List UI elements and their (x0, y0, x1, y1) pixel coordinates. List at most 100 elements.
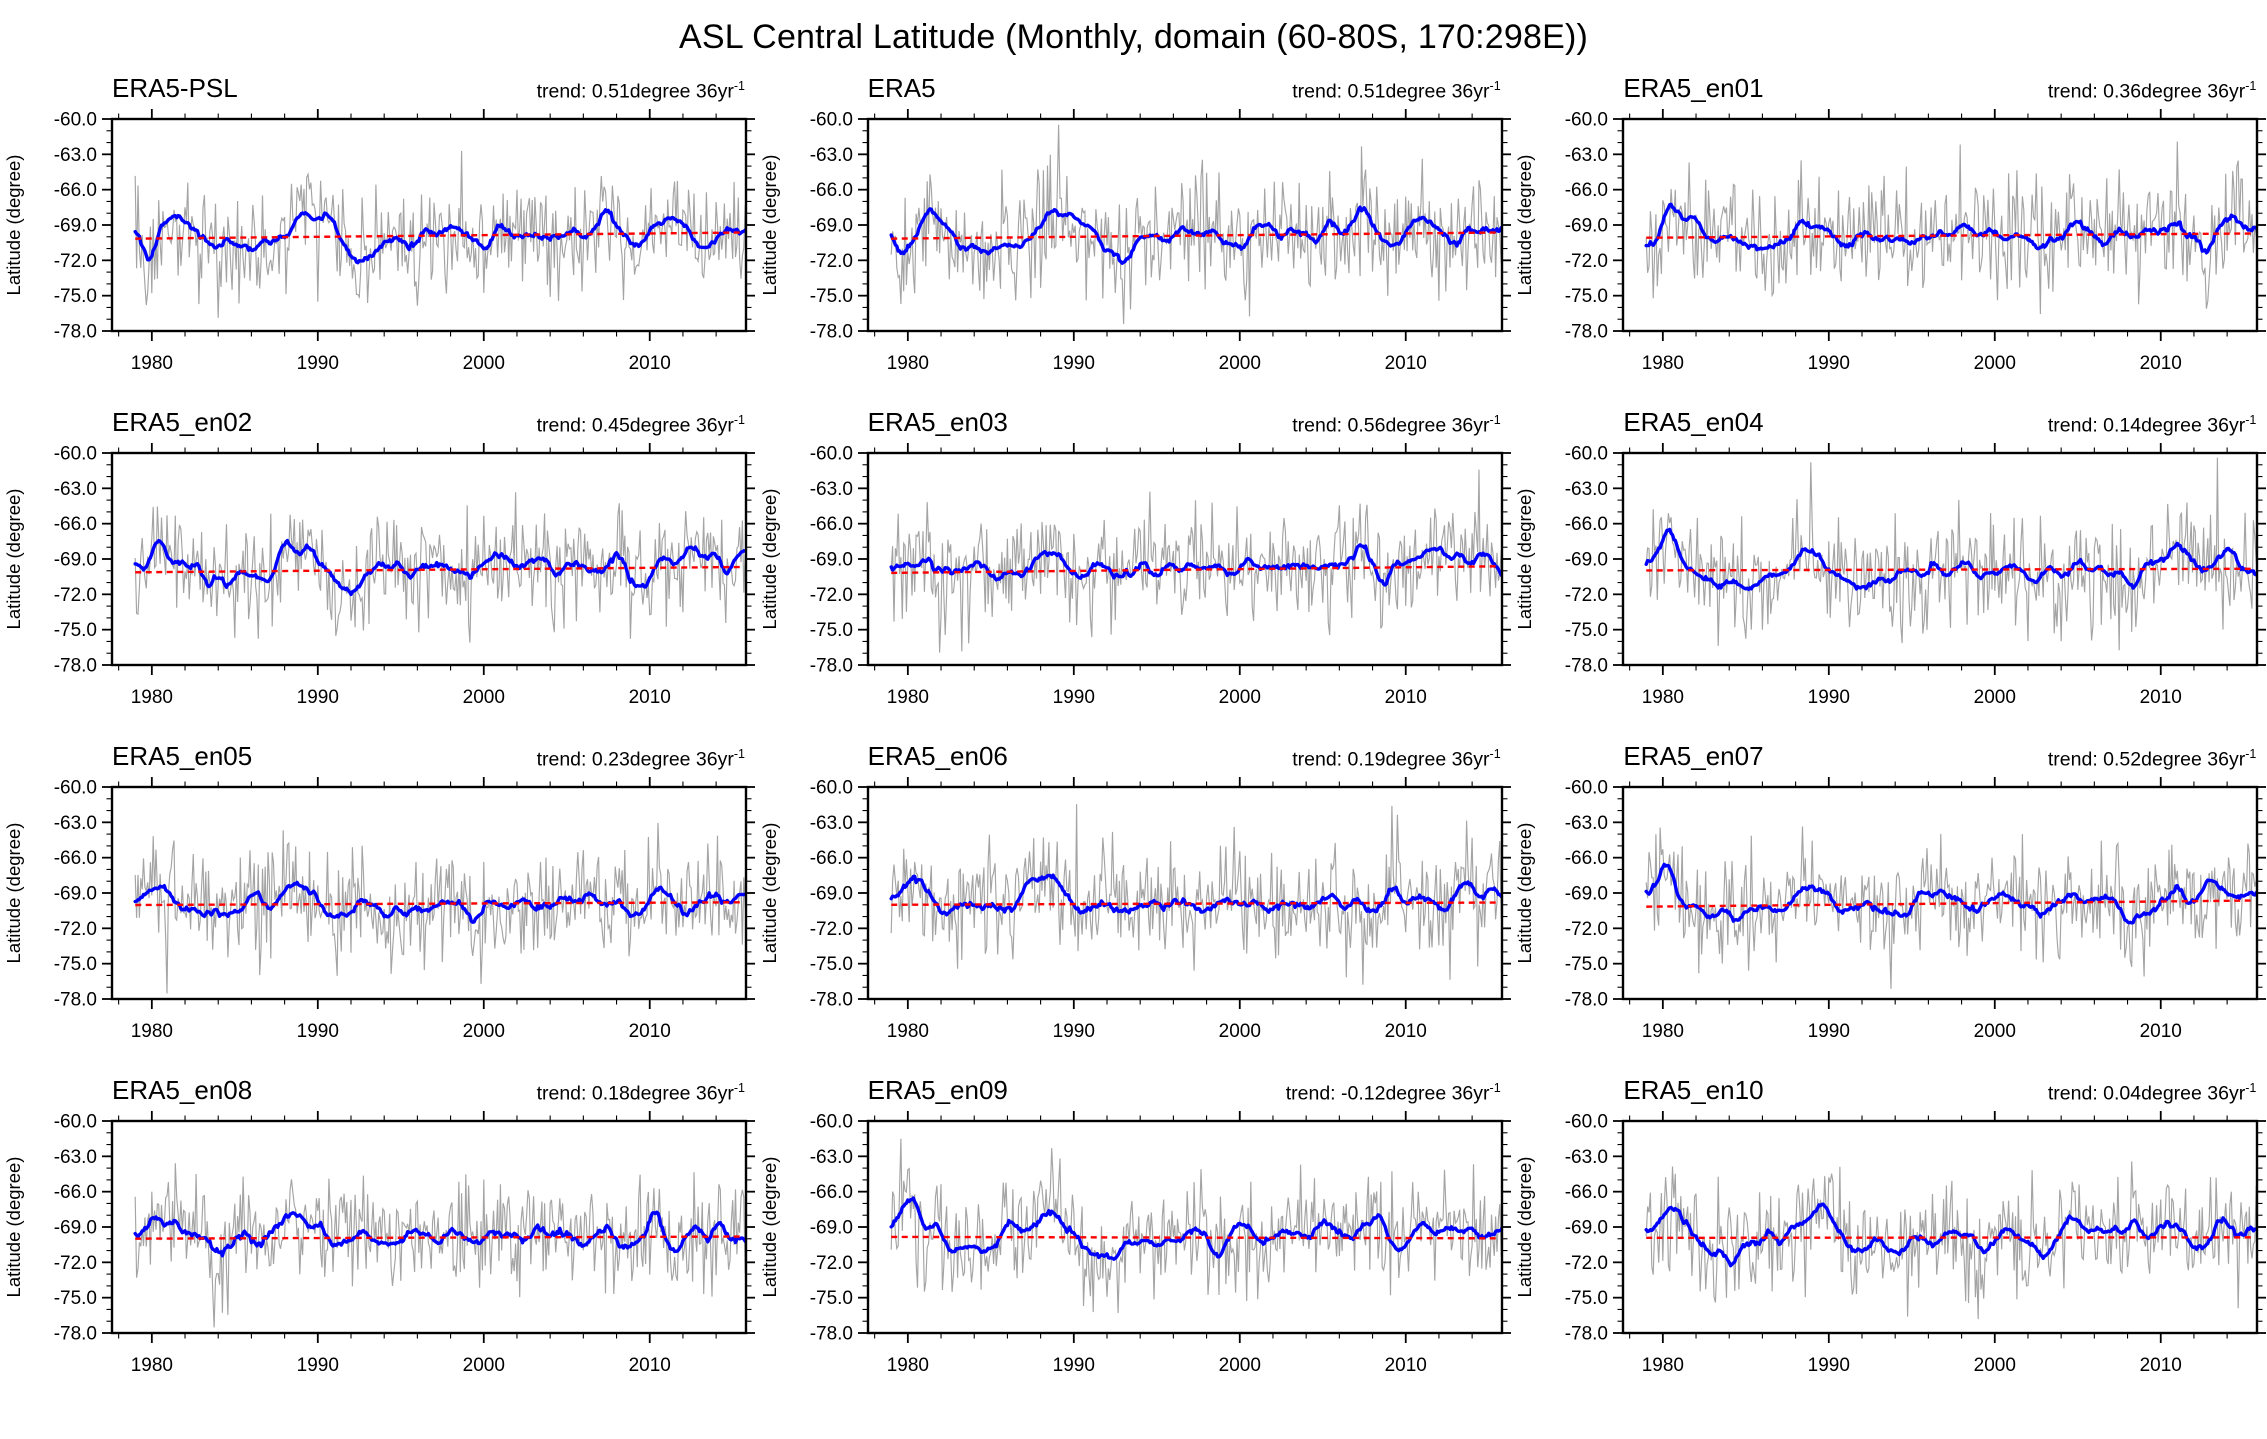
x-tick-label: 1990 (297, 1021, 339, 1042)
y-tick-label: -66.0 (1565, 180, 1608, 201)
x-tick-label: 1990 (1052, 1021, 1094, 1042)
y-tick-label: -72.0 (1565, 251, 1608, 272)
x-tick-label: 1990 (297, 687, 339, 708)
y-tick-label: -66.0 (809, 514, 852, 535)
panel-title: ERA5_en10 (1623, 1075, 1763, 1106)
x-tick-label: 1990 (1052, 353, 1094, 374)
x-tick-label: 1990 (1808, 1021, 1850, 1042)
x-tick-label: 2000 (463, 353, 505, 374)
chart-panel: ERA5_en02 trend: 0.45degree 36yr-1 -60.0… (0, 407, 755, 741)
y-tick-label: -63.0 (54, 813, 97, 834)
chart-panel: ERA5 trend: 0.51degree 36yr-1 -60.0-63.0… (756, 73, 1511, 407)
y-tick-label: -63.0 (1565, 1147, 1608, 1168)
panel-trend-label: trend: 0.18degree 36yr-1 (537, 1081, 745, 1106)
y-tick-label: -60.0 (54, 778, 97, 799)
x-tick-label: 2000 (1218, 353, 1260, 374)
y-tick-label: -69.0 (809, 216, 852, 237)
y-tick-label: -75.0 (809, 620, 852, 641)
y-tick-label: -66.0 (54, 180, 97, 201)
y-tick-label: -60.0 (1565, 778, 1608, 799)
y-tick-label: -78.0 (54, 990, 97, 1011)
y-tick-label: -66.0 (54, 1182, 97, 1203)
y-tick-label: -78.0 (809, 656, 852, 677)
x-tick-label: 1980 (1642, 687, 1684, 708)
x-tick-label: 2000 (1218, 1355, 1260, 1376)
y-tick-label: -60.0 (54, 110, 97, 131)
chart-panel: ERA5_en09 trend: -0.12degree 36yr-1 -60.… (756, 1075, 1511, 1409)
panel-trend-label: trend: 0.23degree 36yr-1 (537, 747, 745, 772)
y-tick-label: -63.0 (809, 145, 852, 166)
y-tick-label: -63.0 (1565, 479, 1608, 500)
y-tick-label: -69.0 (809, 1218, 852, 1239)
panel-trend-label: trend: 0.52degree 36yr-1 (2048, 747, 2256, 772)
monthly-line (135, 823, 748, 994)
y-axis-label: Latitude (degree) (759, 155, 780, 296)
y-tick-label: -60.0 (1565, 1112, 1608, 1133)
x-tick-label: 1980 (1642, 1355, 1684, 1376)
y-tick-label: -75.0 (54, 1288, 97, 1309)
x-tick-label: 2010 (2140, 1021, 2182, 1042)
y-tick-label: -78.0 (54, 1324, 97, 1345)
y-tick-label: -78.0 (809, 990, 852, 1011)
y-tick-label: -66.0 (809, 1182, 852, 1203)
panel-trend-label: trend: 0.14degree 36yr-1 (2048, 413, 2256, 438)
panel-title: ERA5_en05 (112, 741, 252, 772)
y-tick-label: -72.0 (54, 919, 97, 940)
y-tick-label: -72.0 (1565, 919, 1608, 940)
panel-title: ERA5 (868, 73, 936, 104)
y-axis-label: Latitude (degree) (1514, 155, 1535, 296)
y-tick-label: -69.0 (1565, 550, 1608, 571)
panel-title: ERA5_en07 (1623, 741, 1763, 772)
x-tick-label: 1980 (886, 1355, 928, 1376)
x-tick-label: 2010 (1384, 353, 1426, 374)
y-tick-label: -75.0 (54, 286, 97, 307)
y-axis-label: Latitude (degree) (3, 489, 24, 630)
trend-superscript: -1 (1490, 1081, 1501, 1095)
trend-superscript: -1 (734, 747, 745, 761)
y-tick-label: -69.0 (809, 884, 852, 905)
axis-frame (868, 1121, 1502, 1333)
x-tick-label: 1990 (1052, 687, 1094, 708)
x-tick-label: 1990 (297, 1355, 339, 1376)
y-axis-label: Latitude (degree) (759, 1157, 780, 1298)
x-tick-label: 1990 (1808, 353, 1850, 374)
panel-trend-label: trend: 0.36degree 36yr-1 (2048, 79, 2256, 104)
y-tick-label: -60.0 (54, 1112, 97, 1133)
y-tick-label: -75.0 (1565, 620, 1608, 641)
y-tick-label: -60.0 (809, 444, 852, 465)
y-tick-label: -63.0 (1565, 145, 1608, 166)
panel-trend-label: trend: -0.12degree 36yr-1 (1286, 1081, 1501, 1106)
x-tick-label: 2010 (1384, 1021, 1426, 1042)
y-tick-label: -69.0 (54, 884, 97, 905)
y-tick-label: -78.0 (809, 1324, 852, 1345)
panel-title: ERA5-PSL (112, 73, 238, 104)
axis-ticks (102, 443, 755, 675)
trend-text: trend: 0.18degree 36yr (537, 1082, 734, 1104)
panel-title: ERA5_en01 (1623, 73, 1763, 104)
y-tick-label: -72.0 (809, 1253, 852, 1274)
panel-header: ERA5_en08 trend: 0.18degree 36yr-1 (0, 1075, 755, 1109)
y-tick-label: -66.0 (54, 514, 97, 535)
y-tick-label: -75.0 (809, 954, 852, 975)
y-tick-label: -66.0 (54, 848, 97, 869)
panel-title: ERA5_en03 (868, 407, 1008, 438)
y-axis-label: Latitude (degree) (1514, 489, 1535, 630)
monthly-line (1647, 458, 2260, 651)
panel-title: ERA5_en02 (112, 407, 252, 438)
x-tick-label: 2000 (1218, 1021, 1260, 1042)
chart-panel: ERA5_en08 trend: 0.18degree 36yr-1 -60.0… (0, 1075, 755, 1409)
y-tick-label: -66.0 (1565, 1182, 1608, 1203)
y-tick-label: -66.0 (809, 180, 852, 201)
axis-ticks (1613, 1111, 2266, 1343)
y-axis-label: Latitude (degree) (1514, 1157, 1535, 1298)
y-tick-label: -69.0 (1565, 1218, 1608, 1239)
trend-superscript: -1 (2245, 747, 2256, 761)
y-tick-label: -72.0 (809, 251, 852, 272)
x-tick-label: 2010 (2140, 1355, 2182, 1376)
y-tick-label: -66.0 (1565, 848, 1608, 869)
axis-frame (1623, 119, 2257, 331)
